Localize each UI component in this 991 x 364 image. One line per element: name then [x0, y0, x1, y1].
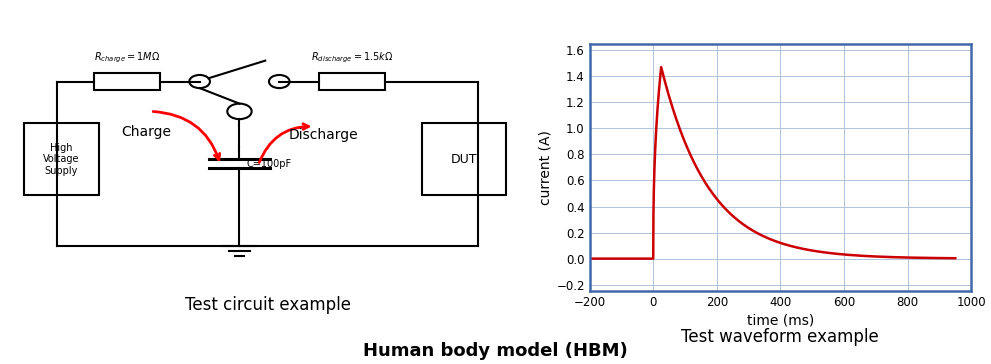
Text: C=100pF: C=100pF: [247, 159, 291, 169]
Bar: [94, 73, 160, 90]
Text: Discharge: Discharge: [289, 128, 359, 142]
Y-axis label: current (A): current (A): [538, 130, 552, 205]
Text: Test waveform example: Test waveform example: [681, 328, 879, 346]
Text: Test circuit example: Test circuit example: [184, 296, 351, 314]
Bar: [319, 73, 385, 90]
Text: Charge: Charge: [121, 125, 170, 139]
Text: Human body model (HBM): Human body model (HBM): [363, 343, 628, 360]
Text: DUT: DUT: [451, 153, 478, 166]
Bar: [422, 123, 506, 195]
Text: High
Voltage
Supply: High Voltage Supply: [44, 143, 79, 176]
X-axis label: time (ms): time (ms): [747, 313, 814, 327]
Text: $R_{charge}=1M\Omega$: $R_{charge}=1M\Omega$: [94, 51, 161, 65]
Text: $R_{discharge}=1.5k\Omega$: $R_{discharge}=1.5k\Omega$: [310, 51, 393, 65]
Bar: [24, 123, 99, 195]
